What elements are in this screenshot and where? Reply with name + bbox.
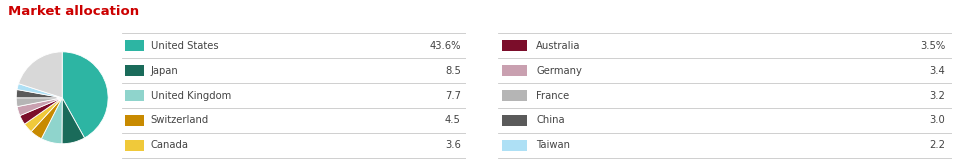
Wedge shape (41, 98, 62, 144)
Wedge shape (25, 98, 62, 132)
Wedge shape (16, 98, 62, 107)
Text: Australia: Australia (536, 41, 581, 51)
Wedge shape (32, 98, 62, 139)
Text: Germany: Germany (536, 66, 582, 76)
FancyBboxPatch shape (502, 65, 527, 76)
FancyBboxPatch shape (502, 40, 527, 51)
Text: Japan: Japan (151, 66, 179, 76)
Text: 3.0: 3.0 (929, 115, 946, 125)
Text: Switzerland: Switzerland (151, 115, 209, 125)
Text: 3.4: 3.4 (929, 66, 946, 76)
Wedge shape (20, 98, 62, 124)
FancyBboxPatch shape (125, 140, 144, 151)
Text: 3.5%: 3.5% (920, 41, 946, 51)
Text: 2.2: 2.2 (929, 140, 946, 150)
Text: Taiwan: Taiwan (536, 140, 570, 150)
Wedge shape (17, 84, 62, 98)
Wedge shape (62, 98, 84, 144)
Text: 4.5: 4.5 (445, 115, 461, 125)
FancyBboxPatch shape (125, 40, 144, 51)
Text: United States: United States (151, 41, 218, 51)
FancyBboxPatch shape (125, 90, 144, 101)
FancyBboxPatch shape (502, 115, 527, 126)
Text: 3.6: 3.6 (445, 140, 461, 150)
FancyBboxPatch shape (502, 90, 527, 101)
Text: Canada: Canada (151, 140, 189, 150)
Text: United Kingdom: United Kingdom (151, 90, 231, 101)
Wedge shape (18, 52, 62, 98)
Text: 43.6%: 43.6% (430, 41, 461, 51)
Wedge shape (62, 52, 108, 138)
Text: China: China (536, 115, 565, 125)
Wedge shape (17, 98, 62, 116)
Wedge shape (16, 89, 62, 98)
Text: 7.7: 7.7 (445, 90, 461, 101)
FancyBboxPatch shape (125, 115, 144, 126)
FancyBboxPatch shape (502, 140, 527, 151)
Text: 3.2: 3.2 (929, 90, 946, 101)
Text: France: France (536, 90, 569, 101)
Text: Market allocation: Market allocation (8, 5, 139, 18)
Text: 8.5: 8.5 (445, 66, 461, 76)
FancyBboxPatch shape (125, 65, 144, 76)
